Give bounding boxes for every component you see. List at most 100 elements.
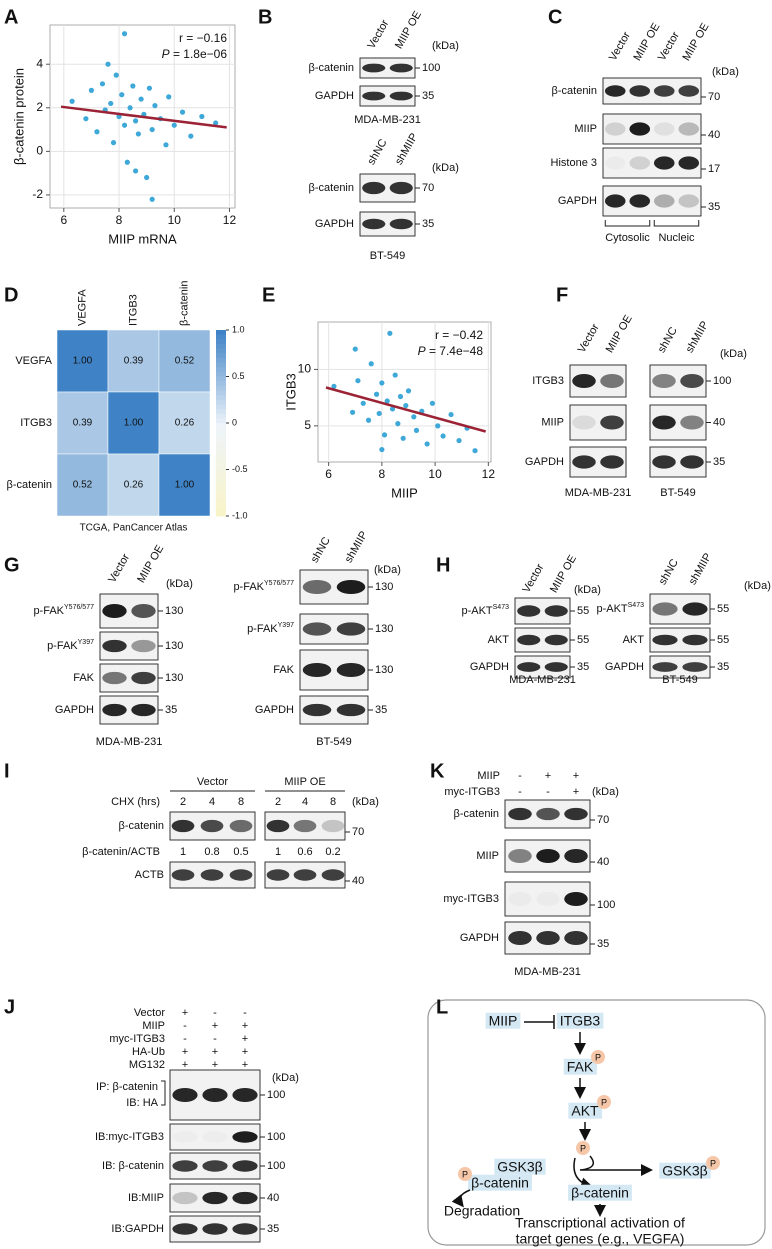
colorbar-step: [216, 334, 226, 340]
node-bg: [563, 1058, 597, 1075]
y-tick-label: 2: [36, 100, 43, 114]
colorbar-label: 0: [232, 417, 237, 427]
condition-sign: -: [183, 1033, 187, 1045]
x-axis-label: MIIP mRNA: [108, 231, 177, 246]
band: [266, 819, 290, 833]
band: [321, 819, 345, 833]
phospho-label: P: [710, 1158, 716, 1168]
band: [678, 156, 700, 170]
band: [564, 931, 588, 945]
colorbar-step: [216, 488, 226, 494]
ratio-label: β-catenin/ACTB: [82, 846, 160, 858]
row-label-main: p-AKT: [461, 605, 492, 617]
point: [350, 409, 356, 415]
kda-header: (kDa): [166, 578, 193, 590]
colorbar-label: 0.5: [232, 371, 245, 381]
colorbar-step: [216, 446, 226, 452]
point: [387, 330, 393, 336]
lane-label: shNC: [365, 137, 389, 167]
band: [172, 1088, 198, 1102]
panel-letter: A: [4, 6, 18, 28]
point: [179, 109, 186, 115]
kda-marker: 35: [165, 704, 177, 716]
kda-header: (kDa): [432, 162, 459, 174]
band: [302, 622, 332, 636]
point: [199, 113, 205, 120]
band: [652, 662, 678, 672]
band: [653, 85, 675, 97]
column-label: VEGFA: [76, 289, 88, 326]
kda-marker: 70: [352, 826, 364, 838]
kda-marker: 40: [708, 129, 720, 141]
condition-sign: +: [242, 1046, 248, 1058]
band: [564, 807, 588, 821]
phospho-mark: [591, 1050, 605, 1064]
colorbar-step: [216, 385, 226, 391]
heat-cell: [158, 329, 211, 393]
arrow: [573, 1157, 593, 1190]
condition-label: Vector: [134, 1007, 166, 1019]
condition-sign: +: [242, 1020, 248, 1032]
phospho-label: P: [462, 1169, 468, 1179]
colorbar-step: [216, 474, 226, 480]
point: [105, 61, 111, 67]
cell-label: 0.52: [73, 480, 93, 491]
kda-marker: 130: [165, 640, 183, 652]
point: [135, 131, 141, 137]
band: [652, 374, 676, 388]
kda-marker: 70: [597, 814, 609, 826]
band: [680, 415, 704, 430]
pathway-node: AKT: [571, 1103, 599, 1119]
row-label: GAPDH: [255, 704, 294, 716]
group-label: Vector: [197, 776, 229, 788]
colorbar-step: [216, 432, 226, 438]
blot-frame: [602, 113, 702, 145]
band: [572, 455, 596, 469]
band: [232, 1160, 258, 1172]
phospho-label: P: [601, 1097, 607, 1107]
band: [336, 622, 366, 636]
band: [508, 892, 532, 906]
band: [652, 455, 676, 469]
r-value: r = −0.16: [179, 31, 227, 45]
cell-label: 1.00: [175, 480, 195, 491]
band: [232, 1131, 258, 1143]
row-label: β-catenin: [7, 479, 52, 491]
node-bg: [468, 1174, 532, 1191]
kda-marker: 100: [267, 1160, 285, 1172]
kda-marker: 35: [422, 218, 434, 230]
point: [440, 433, 446, 439]
kda-header: (kDa): [720, 348, 747, 360]
kda-marker: 55: [717, 634, 729, 646]
band: [653, 194, 675, 208]
kda-header: (kDa): [574, 584, 601, 596]
point: [94, 129, 100, 135]
kda-marker: 35: [717, 661, 729, 673]
point: [368, 361, 374, 367]
point: [152, 103, 158, 109]
colorbar-step: [216, 404, 226, 410]
band: [517, 605, 541, 617]
colorbar-step: [216, 343, 226, 350]
cell-label: 0.39: [124, 356, 144, 367]
condition-sign: -: [183, 1020, 187, 1032]
kda-marker: 35: [267, 1223, 279, 1235]
condition-label: MIIP: [142, 1020, 165, 1032]
band: [536, 849, 560, 863]
kda-marker: 35: [375, 704, 387, 716]
band: [544, 662, 568, 672]
point: [395, 421, 401, 427]
row-label: p-AKTS473: [461, 604, 509, 617]
band: [293, 819, 317, 833]
row-label-main: p-FAK: [33, 605, 64, 617]
ratio-value: 0.5: [233, 846, 248, 858]
band: [389, 91, 413, 101]
band: [102, 639, 127, 653]
band: [302, 663, 332, 677]
row-label: p-AKTS473: [596, 602, 644, 615]
node-bg: [659, 1162, 711, 1179]
colorbar-step: [216, 409, 226, 415]
colorbar-step: [216, 330, 226, 336]
chx-time: 2: [180, 796, 186, 808]
row-label: IB:myc-ITGB3: [95, 1131, 164, 1143]
